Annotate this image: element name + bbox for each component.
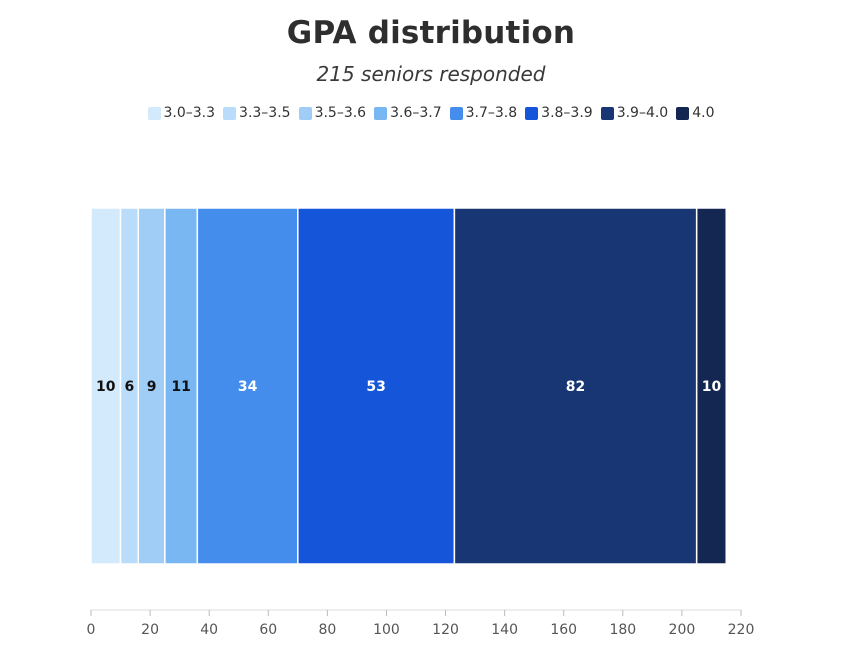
data-label: 34	[238, 379, 258, 395]
legend-label: 3.0–3.3	[163, 105, 216, 121]
legend-label: 3.9–4.0	[616, 105, 669, 121]
legend-item: 3.6–3.7	[374, 105, 442, 121]
x-tick-label: 180	[609, 622, 636, 638]
legend-item: 4.0	[676, 105, 714, 121]
x-tick-label: 140	[491, 622, 518, 638]
x-tick-label: 100	[373, 622, 400, 638]
x-tick-label: 80	[318, 622, 336, 638]
legend-item: 3.5–3.6	[298, 105, 367, 121]
legend: 3.0–3.3 3.3–3.5 3.5–3.6 3.6–3.7 3.7–3.8 3.8–3…	[0, 105, 862, 121]
legend-swatch	[374, 106, 388, 120]
data-label: 10	[702, 379, 722, 395]
x-tick-label: 60	[259, 622, 277, 638]
data-label: 6	[125, 379, 135, 395]
data-label: 82	[566, 379, 585, 395]
data-label: 9	[147, 379, 157, 395]
bar-segment	[453, 207, 698, 565]
bar-segment	[90, 207, 122, 565]
legend-swatch	[525, 106, 539, 120]
x-tick-label: 0	[87, 622, 96, 638]
legend-item: 3.3–3.5	[223, 105, 291, 121]
bar-segment	[137, 207, 166, 565]
x-tick-label: 40	[200, 622, 218, 638]
legend-item: 3.8–3.9	[525, 105, 593, 121]
legend-item: 3.9–4.0	[600, 105, 669, 121]
bar-segment	[164, 207, 199, 565]
legend-item: 3.7–3.8	[449, 105, 518, 121]
legend-label: 3.7–3.8	[465, 105, 518, 121]
bar-segment	[196, 207, 299, 565]
x-tick-label: 200	[669, 622, 696, 638]
legend-label: 3.5–3.6	[314, 105, 367, 121]
legend-item: 3.0–3.3	[147, 105, 216, 121]
legend-swatch	[147, 106, 161, 120]
x-tick-label: 160	[550, 622, 577, 638]
x-tick-label: 20	[141, 622, 159, 638]
x-tick-label: 220	[728, 622, 755, 638]
legend-label: 3.8–3.9	[541, 105, 593, 121]
data-label: 11	[171, 379, 190, 395]
legend-swatch	[449, 106, 463, 120]
legend-swatch	[600, 106, 614, 120]
legend-label: 3.6–3.7	[390, 105, 442, 121]
legend-swatch	[298, 106, 312, 120]
bar-segment	[695, 207, 727, 565]
bar-segment	[297, 207, 456, 565]
x-tick-label: 120	[432, 622, 459, 638]
legend-swatch	[223, 106, 237, 120]
data-label: 53	[366, 379, 385, 395]
legend-label: 3.3–3.5	[239, 105, 291, 121]
legend-label: 4.0	[692, 105, 715, 121]
chart-title: GPA distribution	[286, 15, 576, 51]
data-label: 10	[96, 379, 116, 395]
legend-swatch	[676, 106, 690, 120]
chart-subtitle: 215 seniors responded	[316, 62, 546, 86]
